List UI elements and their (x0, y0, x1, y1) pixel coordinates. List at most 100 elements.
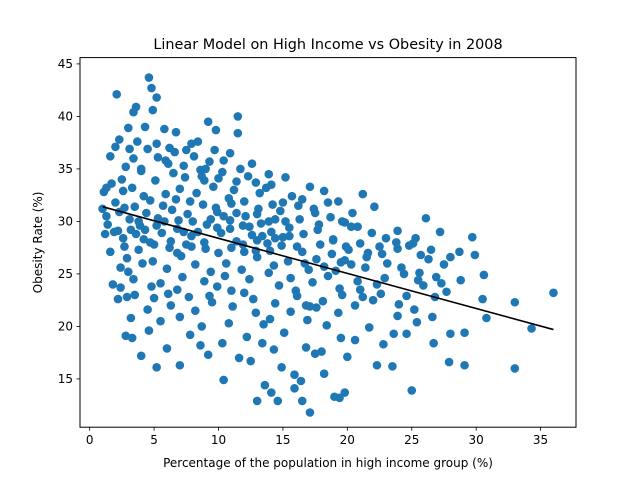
scatter-point (166, 301, 176, 310)
scatter-point (237, 265, 246, 275)
scatter-point (203, 350, 213, 360)
scatter-point (304, 265, 313, 275)
scatter-point (127, 333, 137, 343)
scatter-point (415, 268, 424, 278)
scatter-point (113, 294, 123, 304)
scatter-point (437, 279, 446, 288)
scatter-point (267, 388, 276, 397)
scatter-point (421, 213, 431, 223)
scatter-point (220, 271, 230, 281)
scatter-point (172, 285, 182, 294)
scatter-point (193, 137, 203, 146)
scatter-point (334, 197, 343, 206)
scatter-point (201, 164, 210, 174)
scatter-point (368, 295, 378, 305)
scatter-point (139, 234, 149, 244)
scatter-point (269, 261, 279, 270)
scatter-point (136, 166, 146, 176)
scatter-point (446, 252, 455, 262)
scatter-point (126, 225, 136, 235)
scatter-point (125, 215, 134, 224)
scatter-point (148, 105, 158, 115)
x-tick-label: 30 (469, 433, 484, 447)
scatter-point (239, 247, 249, 257)
scatter-point (269, 345, 279, 354)
scatter-point (375, 242, 384, 251)
scatter-point (107, 179, 116, 188)
scatter-point (152, 363, 161, 372)
scatter-point (225, 148, 235, 158)
scatter-point (198, 200, 208, 209)
scatter-point (206, 215, 216, 224)
scatter-point (152, 139, 161, 148)
scatter-point (377, 249, 387, 259)
scatter-point (171, 195, 181, 204)
x-tick-label: 20 (340, 433, 355, 447)
scatter-point (308, 278, 317, 287)
scatter-point (210, 145, 219, 155)
scatter-point (183, 209, 192, 219)
y-axis-label: Obesity Rate (%) (31, 192, 45, 294)
scatter-point (264, 268, 274, 278)
scatter-point (479, 270, 489, 280)
scatter-point (277, 241, 286, 250)
points-layer (98, 73, 558, 417)
x-axis-label: Percentage of the population in high inc… (163, 456, 493, 470)
scatter-point (429, 338, 438, 348)
scatter-point (431, 272, 441, 282)
scatter-point (197, 322, 207, 331)
scatter-point (276, 206, 285, 216)
y-tick-label: 15 (58, 372, 73, 386)
scatter-point (151, 176, 160, 185)
scatter-point (510, 297, 520, 307)
scatter-point (167, 205, 177, 215)
scatter-point (134, 245, 143, 255)
scatter-point (256, 219, 266, 228)
scatter-point (297, 247, 307, 257)
scatter-point (323, 271, 333, 281)
scatter-point (205, 157, 214, 166)
scatter-point (343, 352, 352, 362)
scatter-point (102, 211, 111, 221)
scatter-point (278, 198, 288, 207)
scatter-point (549, 288, 558, 298)
scatter-point (120, 242, 129, 251)
scatter-point (120, 203, 129, 213)
scatter-point (221, 259, 231, 268)
y-tick-label: 20 (58, 320, 73, 334)
scatter-point (353, 276, 362, 286)
scatter-point (218, 167, 227, 177)
scatter-point (130, 290, 140, 300)
scatter-point (105, 247, 115, 257)
scatter-point (527, 324, 536, 333)
scatter-point (265, 314, 275, 324)
scatter-point (157, 228, 167, 238)
scatter-point (148, 257, 158, 266)
scatter-point (200, 276, 209, 286)
scatter-point (219, 375, 228, 385)
y-tick-label: 30 (58, 215, 73, 229)
scatter-point (408, 239, 418, 248)
scatter-point (335, 393, 344, 403)
scatter-point (407, 386, 417, 395)
scatter-point (350, 335, 360, 345)
scatter-point (467, 232, 477, 242)
scatter-point (174, 216, 183, 225)
scatter-point (142, 208, 151, 218)
scatter-point (140, 122, 150, 132)
scatter-point (402, 291, 411, 301)
scatter-point (145, 196, 155, 205)
scatter-point (175, 312, 185, 322)
scatter-point (225, 224, 235, 234)
scatter-point (188, 217, 198, 226)
scatter-point (355, 285, 365, 294)
scatter-point (397, 263, 406, 272)
x-tick-label: 0 (86, 433, 94, 447)
scatter-point (278, 232, 288, 242)
scatter-point (245, 222, 254, 231)
scatter-point (247, 159, 257, 168)
x-tick-label: 5 (150, 433, 158, 447)
scatter-point (136, 351, 146, 361)
